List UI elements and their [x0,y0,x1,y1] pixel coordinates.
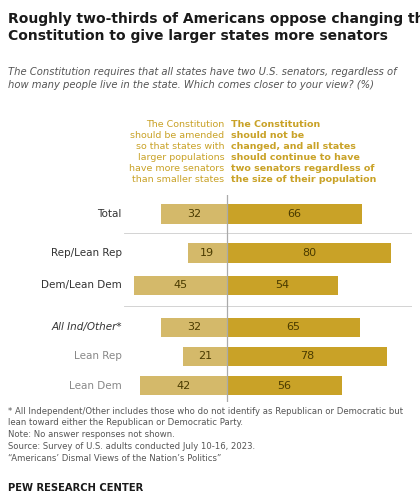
Text: 66: 66 [287,209,302,219]
Text: The Constitution requires that all states have two U.S. senators, regardless of
: The Constitution requires that all state… [8,67,397,90]
Text: Lean Dem: Lean Dem [69,381,122,391]
Bar [188,243,227,262]
Text: 56: 56 [277,381,291,391]
Text: 80: 80 [302,248,316,258]
Text: Dem/Lean Dem: Dem/Lean Dem [41,280,122,290]
Bar [134,275,227,295]
Bar [161,204,227,224]
Text: 45: 45 [173,280,187,290]
Text: PEW RESEARCH CENTER: PEW RESEARCH CENTER [8,483,144,493]
Bar [140,376,227,395]
Text: Lean Rep: Lean Rep [74,351,122,361]
Text: 32: 32 [187,322,201,332]
Text: Total: Total [97,209,122,219]
Bar [227,275,338,295]
Bar [227,317,360,337]
Bar [227,243,391,262]
Text: 19: 19 [200,248,214,258]
Text: Rep/Lean Rep: Rep/Lean Rep [51,248,122,258]
Text: Roughly two-thirds of Americans oppose changing the
Constitution to give larger : Roughly two-thirds of Americans oppose c… [8,12,420,43]
Text: The Constitution
should be amended
so that states with
larger populations
have m: The Constitution should be amended so th… [129,120,225,184]
Text: The Constitution
should not be
changed, and all states
should continue to have
t: The Constitution should not be changed, … [231,120,376,184]
Text: 21: 21 [198,351,212,361]
Text: 42: 42 [176,381,191,391]
Bar [161,317,227,337]
Text: 65: 65 [286,322,300,332]
Text: * All Independent/Other includes those who do not identify as Republican or Demo: * All Independent/Other includes those w… [8,407,404,463]
Bar [227,376,342,395]
Text: 54: 54 [275,280,289,290]
Text: All Ind/Other*: All Ind/Other* [51,322,122,332]
Bar [184,347,227,366]
Bar [227,347,387,366]
Text: 32: 32 [187,209,201,219]
Bar [227,204,362,224]
Text: 78: 78 [299,351,314,361]
